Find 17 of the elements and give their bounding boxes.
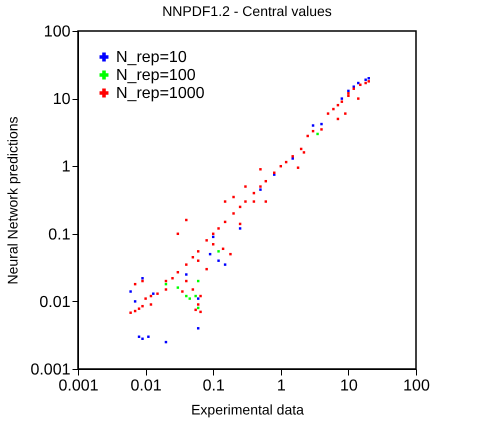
x-tick-label: 10 (340, 378, 358, 394)
y-axis-title: Neural Network predictions (4, 116, 20, 285)
x-tick-label: 100 (403, 378, 430, 394)
y-tick-label: 100 (44, 24, 71, 40)
x-axis-title: Experimental data (191, 402, 304, 418)
y-tick-label: 0.1 (48, 226, 71, 244)
y-tick-label: 0.01 (39, 294, 71, 311)
x-tick-label: 1 (276, 378, 286, 394)
legend-label: N_rep=10 (116, 49, 187, 66)
chart-title: NNPDF1.2 - Central values (162, 3, 332, 19)
legend-label: N_rep=1000 (116, 85, 205, 102)
legend-label: N_rep=100 (116, 67, 196, 84)
x-tick-label: 0.1 (202, 378, 225, 394)
y-tick-label: 0.001 (30, 362, 71, 378)
y-tick-label: 10 (52, 91, 71, 108)
x-tick-label: 0.01 (130, 378, 162, 394)
y-tick-label: 1 (62, 158, 71, 176)
